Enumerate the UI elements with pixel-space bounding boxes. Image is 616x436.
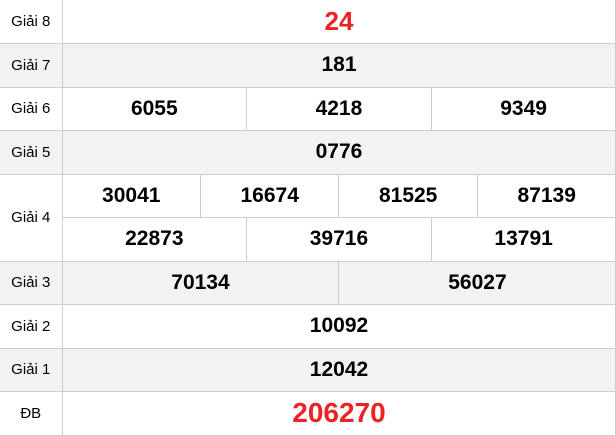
row-giai-8: Giải 8 24 bbox=[0, 0, 616, 44]
prize-value-giai-8: 24 bbox=[61, 0, 616, 44]
prize-label-giai-5: Giải 5 bbox=[0, 130, 63, 175]
prize-label-giai-1: Giải 1 bbox=[0, 347, 63, 392]
prize-label-giai-7: Giải 7 bbox=[0, 43, 63, 88]
row-giai-3: Giải 3 70134 56027 bbox=[0, 260, 616, 305]
prize-label-giai-8: Giải 8 bbox=[0, 0, 63, 44]
prize-value-giai-1: 12042 bbox=[61, 347, 616, 392]
prize-value-giai-4-2: 16674 bbox=[199, 173, 340, 218]
row-giai-2: Giải 2 10092 bbox=[0, 304, 616, 349]
row-giai-1: Giải 1 12042 bbox=[0, 347, 616, 392]
prize-value-giai-4-6: 39716 bbox=[246, 217, 432, 262]
prize-label-giai-3: Giải 3 bbox=[0, 260, 63, 305]
row-db: ĐB 206270 bbox=[0, 391, 616, 436]
prize-value-giai-6-3: 9349 bbox=[430, 86, 616, 131]
prize-label-giai-4: Giải 4 bbox=[0, 173, 63, 262]
prize-value-giai-4-1: 30041 bbox=[61, 173, 201, 218]
prize-value-giai-6-1: 6055 bbox=[61, 86, 248, 131]
prize-value-giai-4-5: 22873 bbox=[61, 217, 248, 262]
prize-value-giai-4-4: 87139 bbox=[476, 173, 616, 218]
prize-value-giai-4-3: 81525 bbox=[338, 173, 478, 218]
prize-value-giai-2: 10092 bbox=[61, 304, 616, 349]
prize-value-giai-7: 181 bbox=[61, 43, 616, 88]
prize-value-giai-5: 0776 bbox=[61, 130, 616, 175]
prize-value-giai-6-2: 4218 bbox=[246, 86, 432, 131]
prize-value-giai-3-2: 56027 bbox=[338, 260, 616, 305]
prize-value-giai-3-1: 70134 bbox=[61, 260, 340, 305]
prize-label-db: ĐB bbox=[0, 391, 63, 436]
prize-value-giai-4-7: 13791 bbox=[430, 217, 616, 262]
row-giai-7: Giải 7 181 bbox=[0, 43, 616, 88]
prize-label-giai-2: Giải 2 bbox=[0, 304, 63, 349]
prize-label-giai-6: Giải 6 bbox=[0, 86, 63, 131]
row-giai-5: Giải 5 0776 bbox=[0, 130, 616, 175]
row-giai-4b: 22873 39716 13791 bbox=[0, 217, 616, 262]
row-giai-6: Giải 6 6055 4218 9349 bbox=[0, 86, 616, 131]
row-giai-4a: Giải 4 30041 16674 81525 87139 bbox=[0, 173, 616, 262]
prize-value-db: 206270 bbox=[61, 391, 616, 436]
